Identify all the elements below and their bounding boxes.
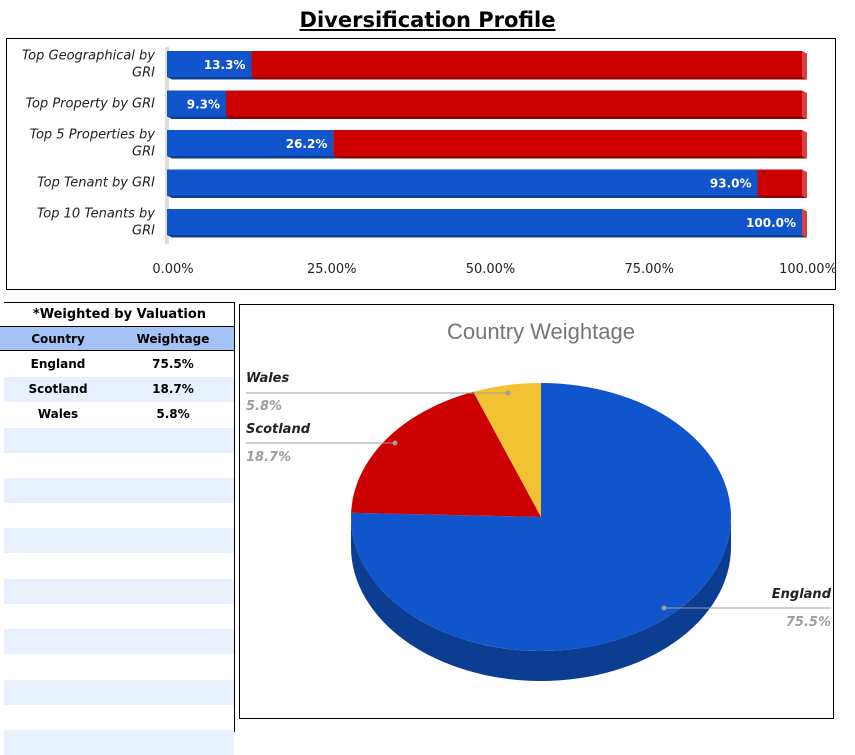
bar-data-label-4: 100.0%	[746, 216, 796, 230]
table-row	[4, 427, 234, 453]
pie-side-england	[351, 517, 731, 681]
category-label-line: Top 5 Properties by	[30, 128, 156, 143]
pie-leader-dot-england	[661, 605, 667, 611]
table-row: England 75.5%	[4, 352, 234, 377]
pie-leader-dot-wales	[505, 390, 511, 396]
weightage-cell: 18.7%	[152, 382, 194, 397]
pie-title: Country Weightage	[447, 319, 635, 344]
table-row: Scotland 18.7%	[4, 377, 234, 403]
pie-value-label-wales: 5.8%	[246, 399, 282, 414]
pie-chart: Country Weightage England 75.5% Scotland 18.…	[246, 319, 832, 681]
bar-shade-0-3	[167, 195, 763, 198]
country-cell: Wales	[37, 407, 79, 422]
pie-value-label-scotland: 18.7%	[246, 450, 291, 465]
category-label-1: Top Property by GRI	[26, 97, 156, 112]
country-cell: Scotland	[28, 382, 88, 397]
weightage-table-panel: *Weighted by Valuation	[4, 302, 235, 732]
table-row	[4, 704, 234, 730]
bar-side-1-0	[802, 51, 807, 80]
table-row	[4, 730, 234, 755]
bar-blue-0	[167, 51, 252, 77]
table-caption: *Weighted by Valuation	[32, 307, 207, 322]
pie-label-scotland: Scotland	[246, 422, 311, 437]
bar-data-label-1: 9.3%	[187, 98, 220, 112]
bar-data-label-0: 13.3%	[204, 58, 246, 72]
header-country: Country	[31, 332, 85, 346]
bar-blue-1	[167, 90, 227, 117]
bar-data-label-2: 26.2%	[286, 137, 328, 151]
page-title: Diversification Profile	[299, 8, 556, 32]
bar-blue-3	[167, 169, 758, 196]
bar-shade-0-0	[167, 77, 257, 80]
category-label-line: Top Tenant by GRI	[37, 176, 155, 191]
bar-shade-0-1	[167, 116, 232, 119]
bar-red-3	[757, 169, 802, 196]
category-label-line: GRI	[132, 66, 155, 81]
pie-value-label-england: 75.5%	[786, 615, 831, 630]
bar-shade-1-3	[757, 195, 807, 198]
table-row	[4, 578, 234, 604]
table-row	[4, 553, 234, 579]
category-label-line: Top Geographical by	[22, 49, 155, 64]
bar-side-1-1	[802, 90, 807, 119]
bar-blue-4	[167, 209, 802, 235]
table-row	[4, 604, 234, 629]
bar-shade-1-0	[251, 77, 807, 80]
table-row	[4, 452, 234, 478]
pie-leader-dot-scotland	[392, 440, 398, 446]
category-label-2: Top 5 Properties by GRI	[30, 128, 156, 160]
weightage-cell: 75.5%	[152, 357, 194, 371]
bar-shade-0-4	[167, 235, 807, 238]
x-tick-label-3: 75.00%	[624, 262, 674, 277]
category-label-line: Top 10 Tenants by	[37, 207, 155, 222]
pie-label-wales: Wales	[246, 371, 290, 386]
category-label-0: Top Geographical by GRI	[22, 49, 155, 81]
bar-red-0	[251, 51, 802, 77]
pie-slice-scotland	[351, 391, 541, 517]
pie-slice-wales	[473, 383, 541, 517]
category-label-line: GRI	[132, 224, 155, 239]
bar-blue-2	[167, 130, 334, 156]
bar-shade-0-2	[167, 156, 339, 159]
table-row: Wales 5.8%	[4, 402, 234, 428]
bar-side-end-4	[802, 209, 807, 238]
bar-shade-1-2	[333, 156, 807, 159]
category-label-line: Top Property by GRI	[26, 97, 156, 112]
table-row	[4, 654, 234, 680]
pie-chart-panel: Country Weightage England 75.5% Scotland 18.…	[239, 304, 834, 719]
pie-label-england: England	[772, 587, 832, 602]
x-tick-label-1: 25.00%	[307, 262, 357, 277]
table-row	[4, 679, 234, 705]
table-row	[4, 528, 234, 554]
x-tick-label-0: 0.00%	[152, 262, 193, 277]
bar-side-1-3	[802, 169, 807, 198]
header-weightage: Weightage	[136, 332, 210, 346]
bar-data-label-3: 93.0%	[710, 177, 752, 191]
x-tick-label-2: 50.00%	[466, 262, 516, 277]
country-cell: England	[30, 357, 86, 371]
bar-red-2	[333, 130, 802, 156]
category-label-3: Top Tenant by GRI	[37, 176, 155, 191]
bar-shade-1-1	[226, 116, 807, 119]
bar-red-1	[226, 90, 802, 117]
bar-chart-panel: 13.3% Top Geographical by GRI 9.3% Top Prope…	[6, 38, 837, 290]
table-row	[4, 503, 234, 529]
weightage-cell: 5.8%	[156, 407, 190, 422]
category-label-line: GRI	[132, 145, 155, 160]
table-row	[4, 478, 234, 503]
table-header: Country Weightage	[0, 326, 234, 351]
x-tick-label-4: 100.00%	[779, 262, 837, 277]
table-row	[4, 629, 234, 655]
category-label-4: Top 10 Tenants by GRI	[37, 207, 155, 239]
bar-chart: 13.3% Top Geographical by GRI 9.3% Top Prope…	[22, 47, 837, 277]
bar-side-1-2	[802, 130, 807, 159]
